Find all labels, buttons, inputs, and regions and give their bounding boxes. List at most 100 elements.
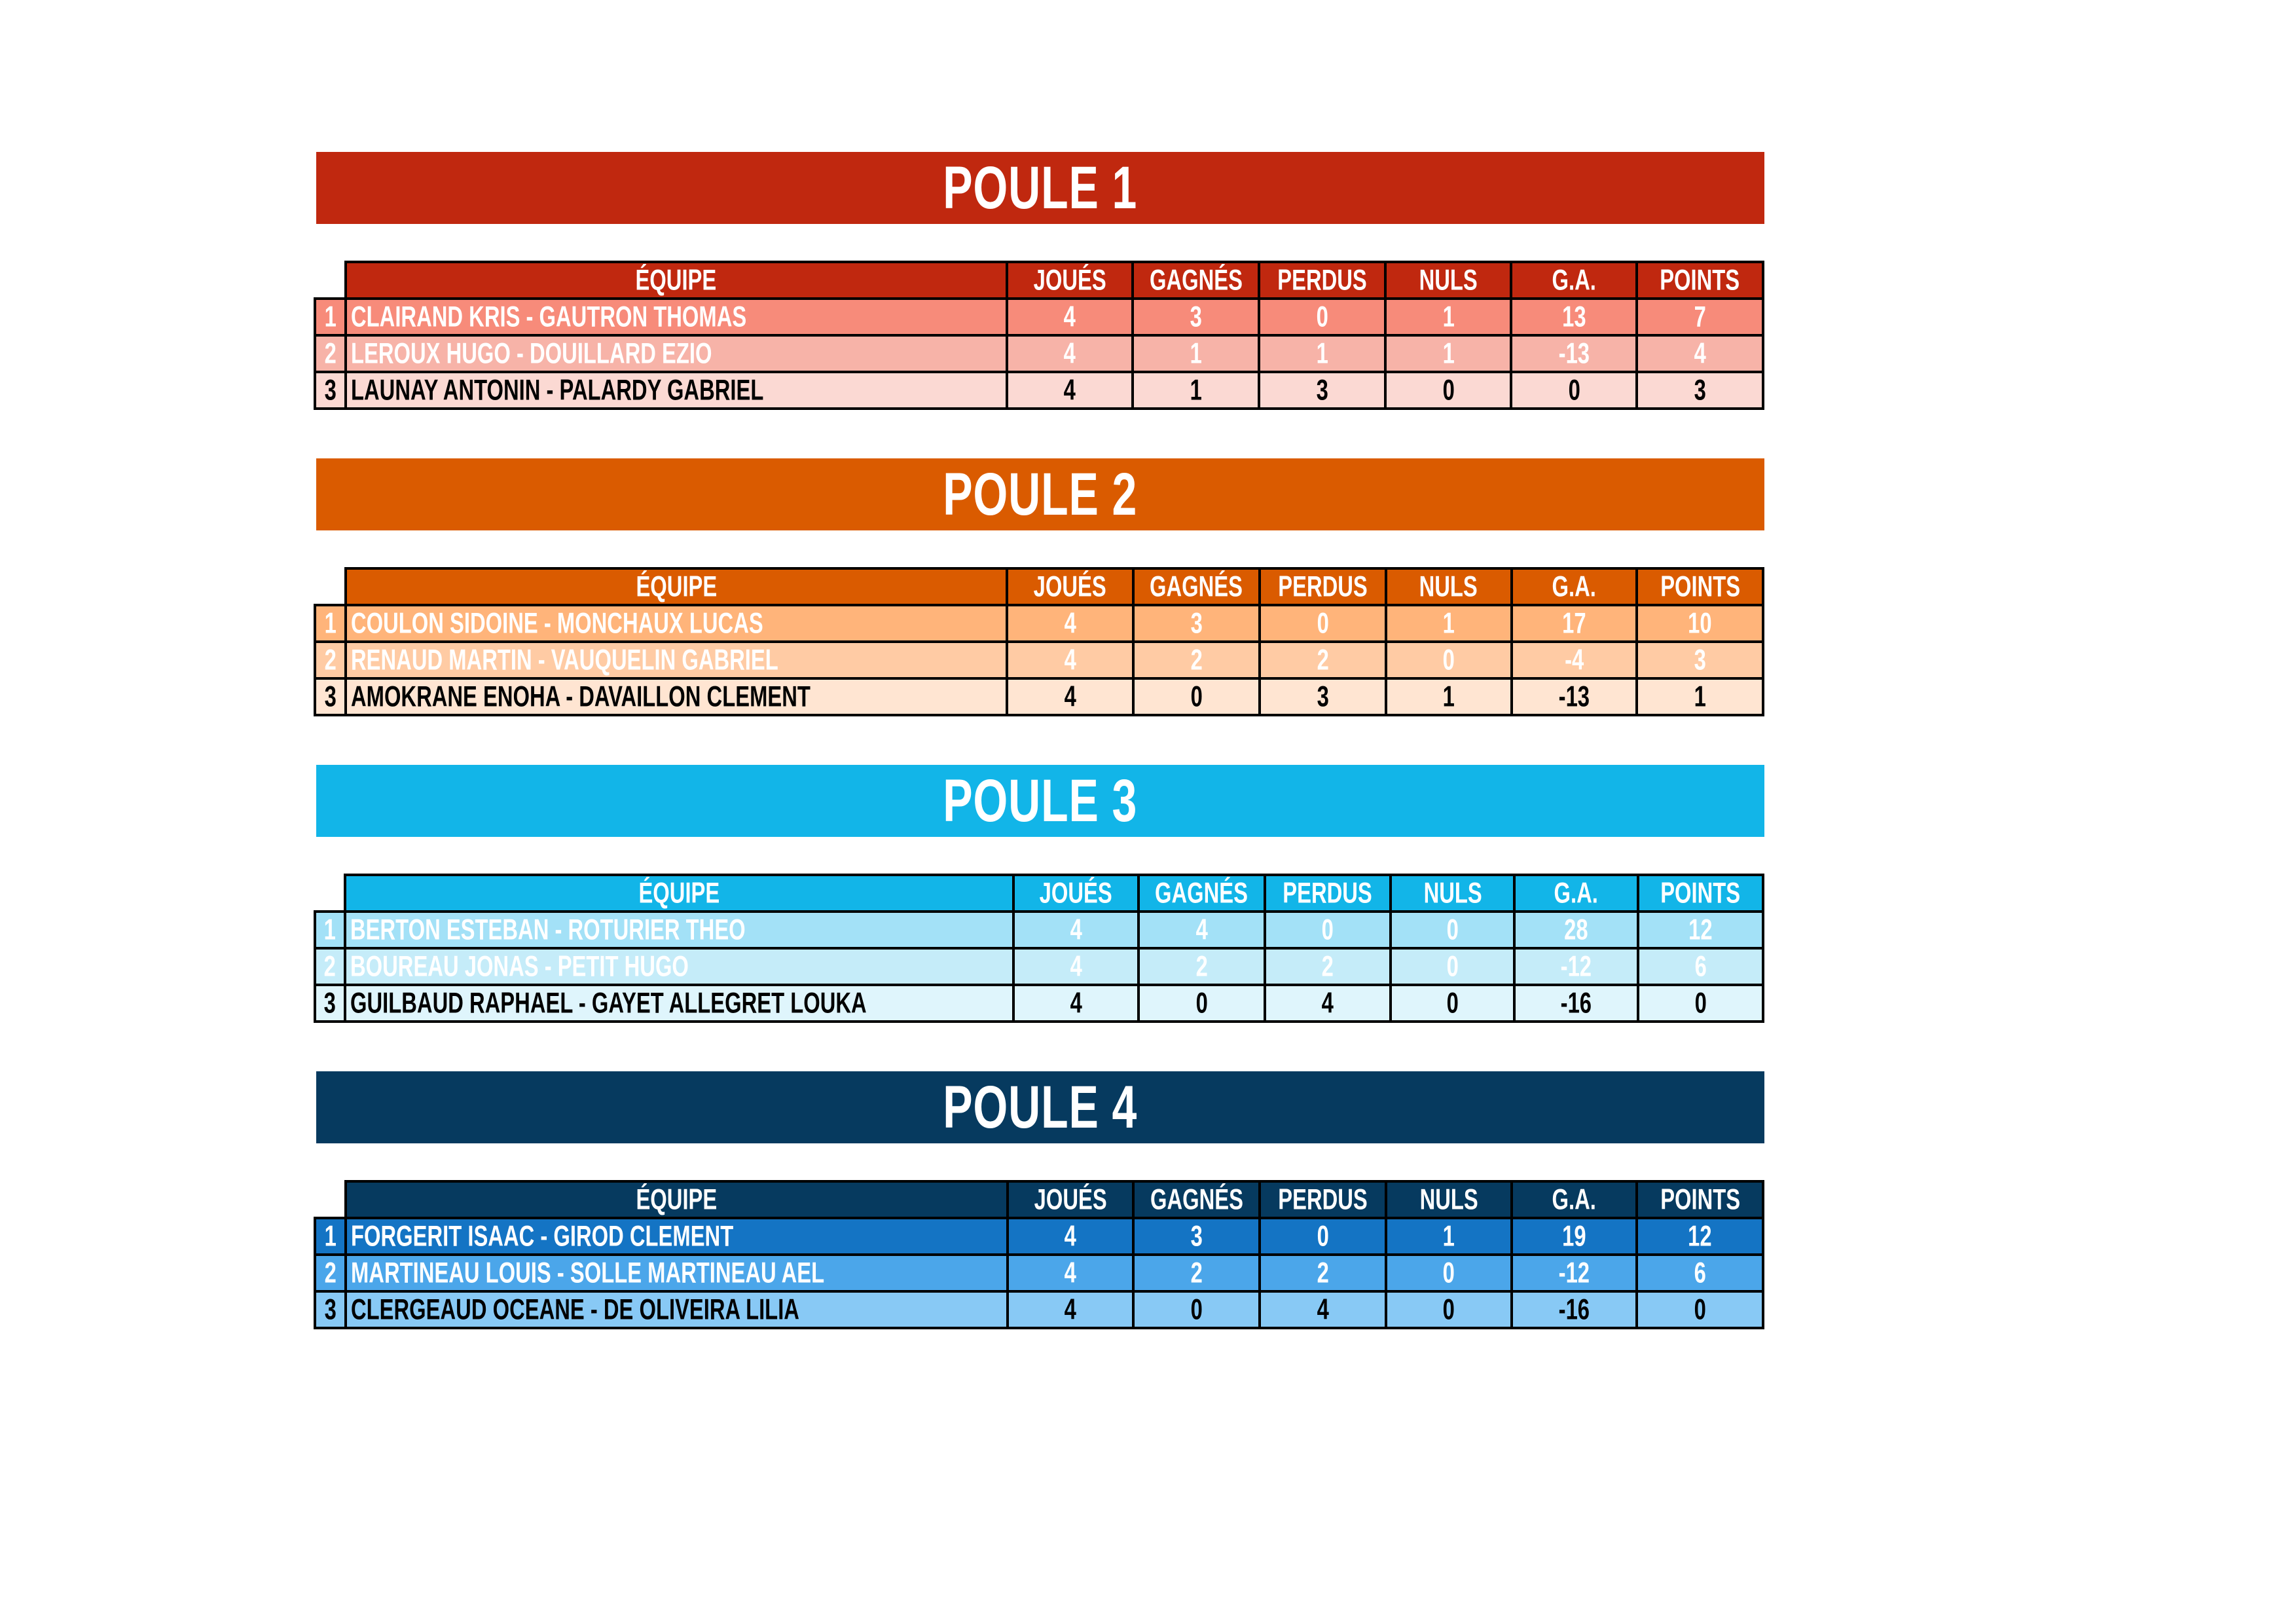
cell-gagnes: 4 xyxy=(1137,910,1266,950)
table-row: 2 LEROUX HUGO - DOUILLARD EZIO 4 1 1 1 -13 4 xyxy=(314,334,1764,373)
cell-rank: 1 xyxy=(314,297,347,337)
cell-gagnes: 2 xyxy=(1131,640,1261,680)
column-header: GAGNÉS xyxy=(1137,874,1266,913)
cell-ga: -4 xyxy=(1510,640,1639,680)
column-header: G.A. xyxy=(1510,567,1639,606)
cell-team: COULON SIDOINE - MONCHAUX LUCAS xyxy=(344,604,1009,643)
cell-ga: -16 xyxy=(1513,984,1639,1023)
cell-joues: 4 xyxy=(1005,371,1135,410)
column-header: G.A. xyxy=(1510,1180,1639,1219)
column-header: PERDUS xyxy=(1263,874,1392,913)
cell-gagnes: 3 xyxy=(1132,1217,1261,1256)
cell-rank: 3 xyxy=(314,677,347,716)
table-row: 3 CLERGEAUD OCEANE - DE OLIVEIRA LILIA 4 0 4… xyxy=(314,1290,1764,1329)
table-header-row: ÉQUIPE JOUÉS GAGNÉS PERDUS NULS G.A. POINTS xyxy=(315,567,1764,606)
cell-ga: -16 xyxy=(1510,1290,1639,1329)
cell-ga: 28 xyxy=(1513,910,1639,950)
column-header: JOUÉS xyxy=(1006,567,1135,606)
poule-title: POULE 4 xyxy=(943,1073,1138,1141)
cell-perdus: 3 xyxy=(1258,371,1387,410)
table-row: 1 COULON SIDOINE - MONCHAUX LUCAS 4 3 0 1 17 10 xyxy=(314,604,1764,643)
column-header: PERDUS xyxy=(1258,567,1387,606)
column-header: G.A. xyxy=(1510,261,1639,300)
cell-joues: 4 xyxy=(1012,910,1140,950)
cell-perdus: 2 xyxy=(1258,640,1387,680)
column-header: POINTS xyxy=(1635,567,1764,606)
cell-rank: 1 xyxy=(314,604,347,643)
cell-nuls: 1 xyxy=(1384,604,1513,643)
rank-header xyxy=(315,262,346,300)
standings-table: ÉQUIPE JOUÉS GAGNÉS PERDUS NULS G.A. POINTS 1 BE… xyxy=(313,874,1765,1023)
cell-team: BERTON ESTEBAN - ROTURIER THEO xyxy=(344,910,1015,950)
column-header: PERDUS xyxy=(1258,261,1387,300)
cell-gagnes: 0 xyxy=(1132,1290,1261,1329)
cell-points: 4 xyxy=(1635,334,1764,373)
cell-nuls: 0 xyxy=(1384,1290,1513,1329)
cell-nuls: 0 xyxy=(1384,640,1513,680)
standings-table: ÉQUIPE JOUÉS GAGNÉS PERDUS NULS G.A. POINTS 1 CL… xyxy=(314,261,1764,410)
cell-joues: 4 xyxy=(1012,984,1140,1023)
cell-nuls: 1 xyxy=(1384,334,1513,373)
table-row: 1 BERTON ESTEBAN - ROTURIER THEO 4 4 0 0 28 12 xyxy=(313,910,1765,950)
cell-ga: 0 xyxy=(1510,371,1639,410)
table-row: 2 BOUREAU JONAS - PETIT HUGO 4 2 2 0 -12 6 xyxy=(313,947,1765,986)
cell-ga: 17 xyxy=(1510,604,1639,643)
cell-gagnes: 2 xyxy=(1137,947,1266,986)
cell-gagnes: 1 xyxy=(1131,334,1261,373)
cell-points: 6 xyxy=(1635,1253,1764,1293)
cell-ga: 19 xyxy=(1510,1217,1639,1256)
column-header: POINTS xyxy=(1635,261,1764,300)
column-header: ÉQUIPE xyxy=(344,567,1009,606)
cell-perdus: 0 xyxy=(1258,297,1387,337)
rank-header xyxy=(315,1181,346,1219)
table-header-row: ÉQUIPE JOUÉS GAGNÉS PERDUS NULS G.A. POINTS xyxy=(315,1180,1764,1219)
cell-joues: 4 xyxy=(1012,947,1140,986)
column-header: ÉQUIPE xyxy=(344,874,1015,913)
cell-rank: 3 xyxy=(314,1290,347,1329)
poule-title-banner: POULE 2 xyxy=(316,458,1764,530)
column-header: ÉQUIPE xyxy=(344,1180,1009,1219)
cell-joues: 4 xyxy=(1006,677,1135,716)
rank-header xyxy=(315,875,346,913)
cell-joues: 4 xyxy=(1005,334,1135,373)
cell-nuls: 0 xyxy=(1384,1253,1513,1293)
cell-perdus: 2 xyxy=(1258,1253,1387,1293)
table-row: 2 MARTINEAU LOUIS - SOLLE MARTINEAU AEL 4 2… xyxy=(314,1253,1764,1293)
column-header: NULS xyxy=(1389,874,1516,913)
cell-team: AMOKRANE ENOHA - DAVAILLON CLEMENT xyxy=(344,677,1009,716)
poule-title: POULE 2 xyxy=(943,460,1138,528)
column-header: ÉQUIPE xyxy=(344,261,1008,300)
cell-gagnes: 0 xyxy=(1131,677,1261,716)
table-row: 1 CLAIRAND KRIS - GAUTRON THOMAS 4 3 0 1 13 7 xyxy=(314,297,1764,337)
cell-nuls: 1 xyxy=(1384,297,1513,337)
cell-rank: 2 xyxy=(314,334,347,373)
table-row: 1 FORGERIT ISAAC - GIROD CLEMENT 4 3 0 1 19 12 xyxy=(314,1217,1764,1256)
cell-points: 0 xyxy=(1635,1290,1764,1329)
table-header-row: ÉQUIPE JOUÉS GAGNÉS PERDUS NULS G.A. POINTS xyxy=(315,261,1764,300)
cell-points: 0 xyxy=(1636,984,1765,1023)
cell-team: FORGERIT ISAAC - GIROD CLEMENT xyxy=(344,1217,1009,1256)
column-header: GAGNÉS xyxy=(1131,567,1261,606)
cell-rank: 2 xyxy=(314,640,347,680)
column-header: JOUÉS xyxy=(1005,261,1135,300)
cell-gagnes: 3 xyxy=(1131,297,1261,337)
cell-joues: 4 xyxy=(1006,1290,1135,1329)
cell-points: 7 xyxy=(1635,297,1764,337)
cell-nuls: 0 xyxy=(1384,371,1513,410)
table-row: 3 AMOKRANE ENOHA - DAVAILLON CLEMENT 4 0 3 1-… xyxy=(314,677,1764,716)
cell-points: 6 xyxy=(1636,947,1765,986)
cell-ga: -12 xyxy=(1513,947,1639,986)
poule-title: POULE 1 xyxy=(943,154,1138,221)
standings-table: ÉQUIPE JOUÉS GAGNÉS PERDUS NULS G.A. POINTS 1 FO… xyxy=(314,1180,1764,1329)
cell-joues: 4 xyxy=(1006,1217,1135,1256)
cell-team: BOUREAU JONAS - PETIT HUGO xyxy=(344,947,1015,986)
cell-team: LEROUX HUGO - DOUILLARD EZIO xyxy=(344,334,1008,373)
cell-ga: 13 xyxy=(1510,297,1639,337)
cell-perdus: 0 xyxy=(1258,604,1387,643)
cell-ga: -13 xyxy=(1510,334,1639,373)
cell-rank: 2 xyxy=(314,1253,347,1293)
column-header: NULS xyxy=(1384,1180,1513,1219)
cell-perdus: 2 xyxy=(1263,947,1392,986)
table-row: 3 GUILBAUD RAPHAEL - GAYET ALLEGRET LOUKA… xyxy=(313,984,1765,1023)
cell-perdus: 0 xyxy=(1258,1217,1387,1256)
